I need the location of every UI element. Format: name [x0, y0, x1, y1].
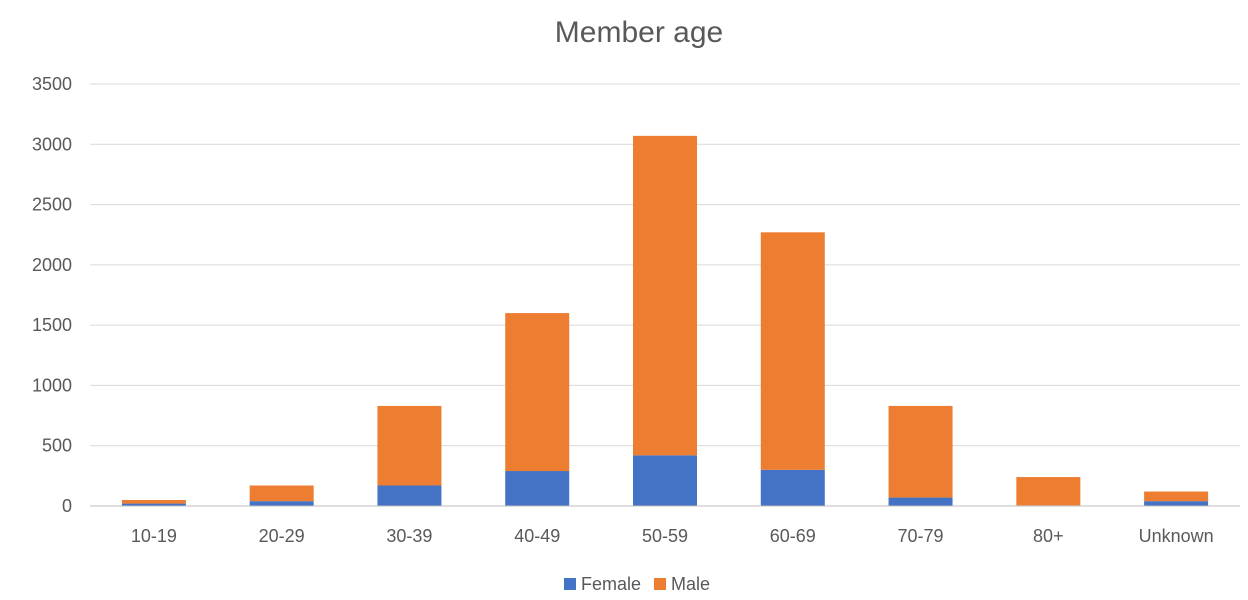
bar-male-80+: [1016, 477, 1081, 506]
x-tick-label: 70-79: [898, 526, 944, 546]
bar-male-unknown: [1144, 491, 1209, 502]
bar-male-60-69: [760, 232, 825, 470]
bar-female-30-39: [377, 485, 442, 506]
x-tick-label: 10-19: [131, 526, 177, 546]
bar-male-10-19: [121, 499, 186, 504]
bar-male-20-29: [249, 485, 314, 502]
y-tick-label: 2000: [32, 255, 72, 275]
bar-male-50-59: [633, 135, 697, 456]
bar-male-30-39: [377, 405, 442, 486]
x-tick-label: 60-69: [770, 526, 816, 546]
x-tick-label: 40-49: [514, 526, 560, 546]
y-tick-label: 3000: [32, 134, 72, 154]
bar-female-60-69: [760, 469, 825, 506]
bar-male-70-79: [888, 405, 953, 498]
y-tick-label: 1000: [32, 375, 72, 395]
x-tick-label: Unknown: [1139, 526, 1214, 546]
bar-male-40-49: [505, 313, 570, 472]
chart-title: Member age: [555, 16, 723, 49]
bar-female-20-29: [249, 501, 314, 506]
legend: Female Male: [564, 574, 710, 594]
legend-label-male: Male: [671, 574, 710, 594]
x-axis-ticks: 10-19 20-29 30-39 40-49 50-59 60-69 70-79 80+ Un…: [131, 526, 1214, 546]
bar-female-10-19: [121, 503, 186, 506]
y-tick-label: 1500: [32, 315, 72, 335]
legend-swatch-male: [654, 578, 666, 590]
legend-label-female: Female: [581, 574, 641, 594]
bar-female-40-49: [505, 471, 570, 506]
x-tick-label: 30-39: [386, 526, 432, 546]
legend-swatch-female: [564, 578, 576, 590]
x-tick-label: 20-29: [259, 526, 305, 546]
y-tick-label: 0: [62, 496, 72, 516]
x-tick-label: 80+: [1033, 526, 1064, 546]
bar-female-70-79: [888, 497, 953, 506]
y-tick-label: 3500: [32, 74, 72, 94]
y-axis-ticks: 0 500 1000 1500 2000 2500 3000 3500: [32, 74, 72, 516]
bar-female-50-59: [633, 455, 697, 506]
y-tick-label: 2500: [32, 195, 72, 215]
x-tick-label: 50-59: [642, 526, 688, 546]
bar-female-unknown: [1144, 501, 1209, 506]
y-tick-label: 500: [42, 436, 72, 456]
bars: [121, 135, 1209, 506]
